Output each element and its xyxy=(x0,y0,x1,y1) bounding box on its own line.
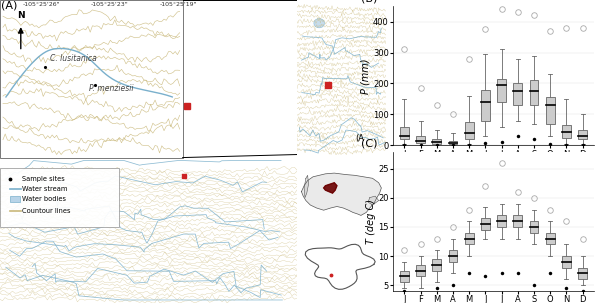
Bar xyxy=(416,265,425,276)
Bar xyxy=(546,233,554,245)
Bar xyxy=(433,259,441,271)
Bar xyxy=(10,196,20,202)
Text: P. menziesii: P. menziesii xyxy=(89,84,134,93)
Text: Water stream: Water stream xyxy=(22,186,68,192)
Bar xyxy=(546,98,554,124)
Bar xyxy=(578,130,587,139)
Bar xyxy=(416,136,425,143)
Text: Sample sites: Sample sites xyxy=(22,176,65,182)
Bar xyxy=(530,221,538,233)
Polygon shape xyxy=(301,173,382,215)
FancyBboxPatch shape xyxy=(0,168,119,227)
Bar xyxy=(530,80,538,105)
Bar xyxy=(400,271,409,282)
Bar xyxy=(562,125,571,138)
Bar xyxy=(465,233,473,245)
Text: -105°25'26": -105°25'26" xyxy=(23,2,61,7)
Bar xyxy=(497,215,506,227)
Text: -105°25'23": -105°25'23" xyxy=(91,2,129,7)
Text: N: N xyxy=(17,11,25,20)
Bar xyxy=(465,122,473,139)
Bar xyxy=(562,256,571,268)
Bar xyxy=(449,250,457,262)
Text: -105°25'19": -105°25'19" xyxy=(160,2,197,7)
Y-axis label: P (mm): P (mm) xyxy=(360,58,370,94)
Bar xyxy=(0,0,182,158)
X-axis label: Month: Month xyxy=(476,160,511,170)
Bar xyxy=(481,90,490,121)
Bar xyxy=(449,141,457,144)
Polygon shape xyxy=(368,196,379,205)
Ellipse shape xyxy=(314,18,325,28)
Text: (A: (A xyxy=(355,134,364,143)
Bar xyxy=(481,218,490,230)
Bar xyxy=(433,139,441,144)
Bar xyxy=(400,127,409,139)
Bar xyxy=(514,84,522,105)
Bar xyxy=(514,215,522,227)
Bar xyxy=(578,268,587,279)
Text: (A): (A) xyxy=(1,1,18,11)
Polygon shape xyxy=(323,183,337,193)
Y-axis label: T (deg C): T (deg C) xyxy=(365,199,376,244)
Bar xyxy=(497,79,506,102)
Text: (C): (C) xyxy=(361,139,377,149)
Text: Countour lines: Countour lines xyxy=(22,208,71,215)
Text: C. lusitanica: C. lusitanica xyxy=(50,54,97,63)
Text: Water bodies: Water bodies xyxy=(22,196,66,202)
Text: (B): (B) xyxy=(361,0,377,3)
Polygon shape xyxy=(304,175,308,198)
